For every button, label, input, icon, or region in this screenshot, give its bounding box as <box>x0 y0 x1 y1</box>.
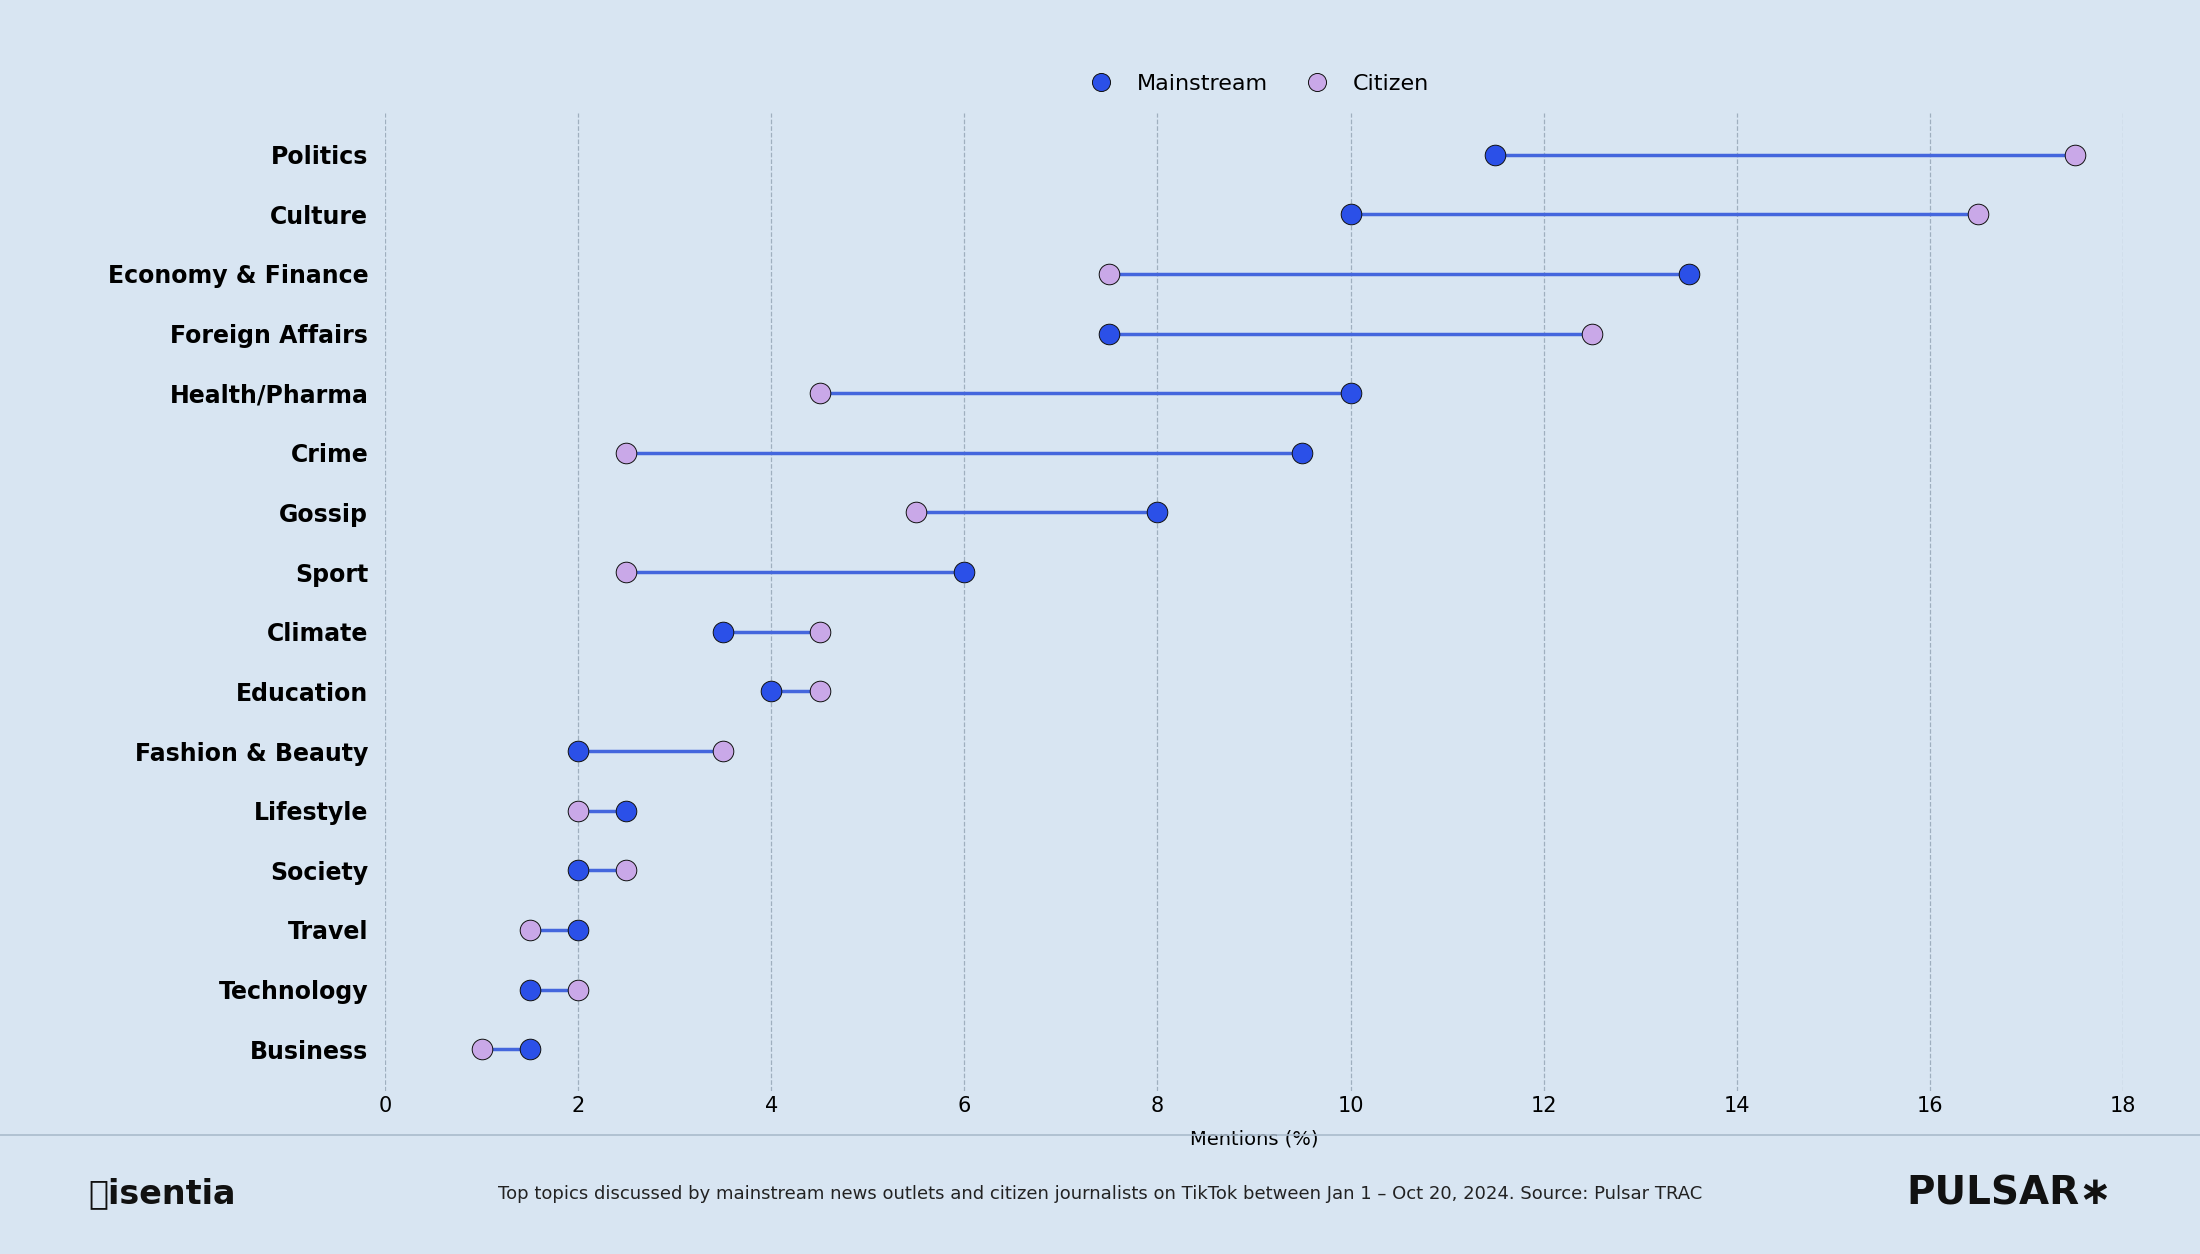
Point <box>609 562 645 582</box>
Point <box>1091 263 1126 283</box>
Point <box>1140 503 1175 523</box>
Point <box>609 860 645 880</box>
Legend: Mainstream, Citizen: Mainstream, Citizen <box>1071 65 1437 103</box>
Point <box>1575 324 1610 344</box>
Point <box>513 979 548 999</box>
Point <box>1672 263 1707 283</box>
X-axis label: Mentions (%): Mentions (%) <box>1190 1130 1318 1149</box>
Point <box>513 920 548 940</box>
Text: PULSAR∗: PULSAR∗ <box>1905 1175 2112 1213</box>
Point <box>898 503 933 523</box>
Point <box>755 681 790 701</box>
Point <box>801 622 836 642</box>
Text: Top topics discussed by mainstream news outlets and citizen journalists on TikTo: Top topics discussed by mainstream news … <box>497 1185 1703 1203</box>
Point <box>561 860 596 880</box>
Point <box>561 741 596 761</box>
Point <box>609 443 645 463</box>
Point <box>706 741 741 761</box>
Point <box>1478 144 1514 164</box>
Point <box>801 681 836 701</box>
Point <box>561 920 596 940</box>
Point <box>1333 204 1368 224</box>
Point <box>1333 384 1368 404</box>
Point <box>561 800 596 820</box>
Point <box>946 562 981 582</box>
Point <box>513 1040 548 1060</box>
Point <box>2057 144 2092 164</box>
Point <box>464 1040 499 1060</box>
Point <box>1960 204 1995 224</box>
Point <box>706 622 741 642</box>
Point <box>609 800 645 820</box>
Point <box>1285 443 1320 463</box>
Point <box>561 979 596 999</box>
Text: Ⓢisentia: Ⓢisentia <box>88 1178 235 1210</box>
Point <box>1091 324 1126 344</box>
Point <box>801 384 836 404</box>
